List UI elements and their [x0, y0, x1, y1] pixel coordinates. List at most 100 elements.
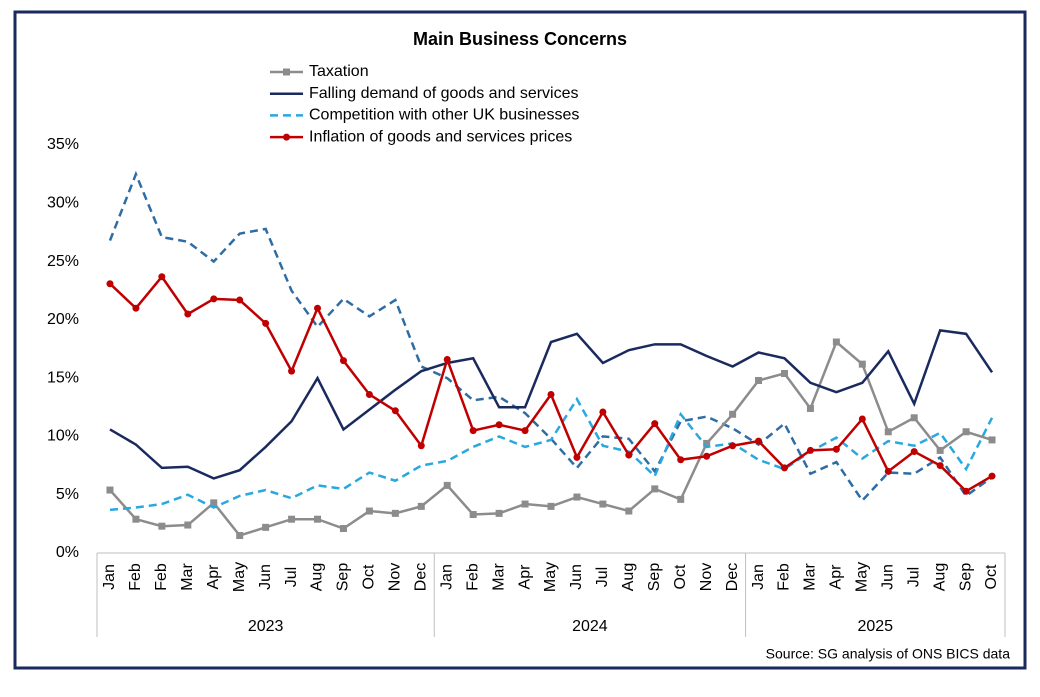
marker — [806, 404, 814, 412]
x-tick-label: Sep — [335, 563, 352, 592]
marker — [469, 511, 477, 519]
marker — [210, 295, 218, 303]
marker — [314, 515, 322, 523]
x-tick-label: Jun — [568, 564, 585, 590]
legend-label: Competition with other UK businesses — [309, 107, 579, 124]
marker — [184, 310, 192, 318]
marker — [625, 451, 633, 459]
x-tick-label: Feb — [153, 563, 170, 591]
y-tick-label: 25% — [47, 253, 79, 270]
marker — [314, 304, 322, 312]
marker — [677, 495, 685, 503]
x-tick-label: May — [542, 562, 559, 592]
marker — [262, 523, 270, 531]
marker — [573, 493, 581, 501]
y-tick-label: 0% — [56, 544, 79, 561]
marker — [910, 448, 918, 456]
marker — [417, 502, 425, 510]
marker — [495, 421, 503, 429]
x-tick-label: Sep — [646, 563, 663, 592]
marker — [677, 456, 685, 464]
legend-marker — [283, 133, 290, 141]
marker — [495, 509, 503, 517]
marker — [755, 376, 763, 384]
x-tick-label: Oct — [983, 564, 1000, 589]
x-tick-label: Feb — [464, 563, 481, 591]
x-tick-label: Dec — [413, 563, 430, 591]
x-tick-label: Oct — [672, 564, 689, 589]
x-tick-label: Nov — [698, 563, 715, 591]
x-tick-label: Jan — [101, 564, 118, 590]
marker — [547, 390, 555, 398]
x-tick-label: Jul — [283, 567, 300, 587]
marker — [729, 442, 737, 450]
marker — [443, 355, 451, 363]
y-tick-label: 15% — [47, 369, 79, 386]
marker — [599, 500, 607, 508]
marker — [391, 407, 399, 415]
x-tick-label: Apr — [205, 564, 222, 590]
marker — [547, 502, 555, 510]
marker — [858, 415, 866, 423]
marker — [158, 273, 166, 281]
marker — [884, 428, 892, 436]
x-tick-label: Jun — [257, 564, 274, 590]
marker — [910, 414, 918, 422]
x-tick-label: Jan — [750, 564, 767, 590]
marker — [106, 486, 114, 494]
marker — [236, 532, 244, 540]
marker — [158, 522, 166, 530]
x-tick-label: Aug — [931, 563, 948, 591]
group-label: 2024 — [572, 618, 608, 635]
x-tick-label: Mar — [179, 563, 196, 591]
marker — [132, 515, 140, 523]
marker — [236, 296, 244, 304]
series-line — [108, 170, 993, 503]
marker — [832, 445, 840, 453]
marker — [651, 485, 659, 493]
marker — [936, 446, 944, 454]
marker — [521, 500, 529, 508]
legend-label: Falling demand of goods and services — [309, 85, 579, 102]
x-tick-label: May — [231, 562, 248, 592]
marker — [521, 427, 529, 435]
marker — [962, 487, 970, 495]
marker — [962, 428, 970, 436]
marker — [780, 369, 788, 377]
legend-marker — [283, 68, 290, 76]
group-label: 2023 — [248, 618, 284, 635]
x-tick-label: Apr — [516, 564, 533, 590]
frame — [13, 10, 1027, 670]
marker — [106, 280, 114, 288]
x-tick-label: Jan — [438, 564, 455, 590]
marker — [365, 390, 373, 398]
marker — [210, 499, 218, 507]
x-tick-label: Sep — [957, 563, 974, 592]
x-tick-label: Apr — [828, 564, 845, 590]
x-tick-label: Mar — [490, 563, 507, 591]
marker — [184, 521, 192, 529]
marker — [469, 427, 477, 435]
marker — [288, 515, 296, 523]
marker — [858, 360, 866, 368]
marker — [288, 367, 296, 375]
marker — [806, 446, 814, 454]
y-tick-label: 20% — [47, 311, 79, 328]
group-label: 2025 — [857, 618, 893, 635]
marker — [391, 509, 399, 517]
x-tick-label: Nov — [387, 563, 404, 591]
y-tick-label: 10% — [47, 428, 79, 445]
x-tick-label: Dec — [724, 563, 741, 591]
marker — [988, 436, 996, 444]
y-tick-label: 30% — [47, 195, 79, 212]
legend-label: Inflation of goods and services prices — [309, 128, 572, 145]
marker — [755, 437, 763, 445]
marker — [703, 439, 711, 447]
marker — [988, 472, 996, 480]
marker — [936, 462, 944, 470]
marker — [262, 319, 270, 327]
marker — [417, 442, 425, 450]
y-tick-label: 5% — [56, 486, 79, 503]
legend-label: Taxation — [309, 63, 369, 80]
